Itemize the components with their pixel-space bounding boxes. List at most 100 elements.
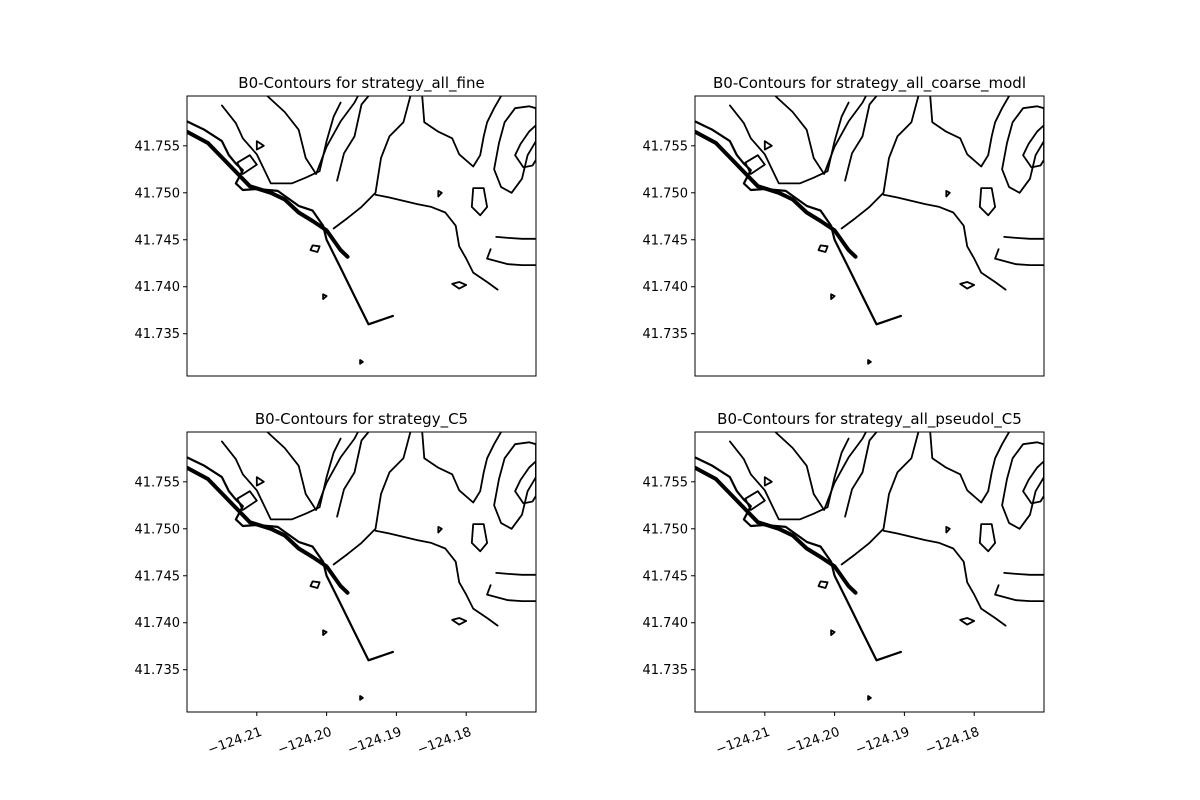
contour-line [266, 432, 359, 511]
contour-ring [359, 695, 364, 701]
subplot-title: B0-Contours for strategy_all_coarse_modl [713, 74, 1026, 93]
contour-line [1003, 236, 1044, 240]
y-tick-label: 41.755 [135, 139, 181, 154]
contour-line [882, 529, 1007, 627]
y-tick-label: 41.755 [135, 475, 181, 490]
contour-line [840, 432, 920, 566]
contour-line [187, 120, 394, 326]
contour-ring [830, 629, 836, 636]
contour-line [495, 572, 536, 576]
contour-ring [470, 187, 488, 217]
y-tick-label: 41.735 [643, 327, 689, 342]
subplot-title: B0-Contours for strategy_C5 [255, 410, 468, 429]
contour-ring [493, 441, 536, 530]
contour-ring [945, 190, 951, 198]
contour-line [421, 96, 502, 168]
contour-ring [744, 490, 766, 511]
contour-ring [763, 140, 773, 151]
y-tick-label: 41.755 [643, 475, 689, 490]
axes-frame [186, 95, 537, 377]
contour-line [266, 96, 359, 175]
contour-line [187, 129, 350, 259]
contour-ring [359, 359, 364, 365]
contour-ring [978, 187, 996, 217]
contour-lines [695, 96, 1044, 365]
contour-line [882, 193, 1007, 291]
contour-line [695, 120, 902, 326]
contour-ring [236, 154, 258, 175]
contour-ring [744, 154, 766, 175]
contour-ring [945, 526, 951, 534]
contour-line [486, 584, 536, 602]
contour-ring [1001, 105, 1044, 194]
contour-ring [1022, 460, 1044, 505]
y-tick-label: 41.745 [135, 233, 181, 248]
contour-line [929, 432, 1010, 504]
contour-line [774, 96, 867, 175]
y-tick-label: 41.735 [643, 663, 689, 678]
contour-ring [470, 523, 488, 553]
contour-ring [437, 526, 443, 534]
contour-line [374, 193, 499, 291]
contour-ring [437, 190, 443, 198]
y-tick-label: 41.740 [643, 616, 689, 631]
contour-ring [817, 244, 829, 253]
contour-line [336, 96, 370, 182]
subplot-2: B0-Contours for strategy_all_coarse_modl… [643, 74, 1045, 377]
contour-line [695, 456, 902, 662]
contour-line [187, 456, 394, 662]
contour-ring [493, 105, 536, 194]
contour-line [332, 432, 412, 566]
y-tick-label: 41.750 [643, 186, 689, 201]
contour-ring [867, 695, 872, 701]
contour-ring [255, 140, 265, 151]
contour-line [336, 432, 370, 518]
y-tick-label: 41.740 [135, 616, 181, 631]
contour-line [495, 236, 536, 240]
contour-line [840, 96, 920, 230]
y-tick-label: 41.755 [643, 139, 689, 154]
contour-line [695, 465, 858, 595]
contour-line [221, 101, 342, 185]
y-tick-label: 41.740 [643, 280, 689, 295]
y-tick-label: 41.750 [135, 522, 181, 537]
contour-ring [309, 580, 321, 589]
y-tick-label: 41.745 [643, 233, 689, 248]
contour-line [695, 129, 858, 259]
axes-frame [186, 431, 537, 713]
contour-ring [322, 293, 328, 300]
contour-ring [817, 580, 829, 589]
contour-line [844, 432, 878, 518]
contour-line [187, 465, 350, 595]
contour-line [1003, 572, 1044, 576]
contour-line [729, 437, 850, 521]
subplot-title: B0-Contours for strategy_all_fine [238, 74, 484, 93]
contour-ring [255, 476, 265, 487]
contour-line [994, 584, 1044, 602]
contour-ring [959, 281, 976, 290]
contour-lines [187, 96, 536, 365]
contour-ring [236, 490, 258, 511]
contour-line [844, 96, 878, 182]
contour-lines [695, 432, 1044, 701]
contour-ring [1001, 441, 1044, 530]
y-tick-label: 41.740 [135, 280, 181, 295]
y-tick-label: 41.745 [135, 569, 181, 584]
y-tick-label: 41.745 [643, 569, 689, 584]
contour-line [374, 529, 499, 627]
contour-ring [959, 617, 976, 626]
subplot-1: B0-Contours for strategy_all_fine 41.735 4… [135, 74, 537, 377]
contour-line [221, 437, 342, 521]
contour-ring [309, 244, 321, 253]
contour-ring [978, 523, 996, 553]
axes-frame [694, 95, 1045, 377]
contour-line [729, 101, 850, 185]
contour-lines [187, 432, 536, 701]
contour-ring [514, 460, 536, 505]
contour-line [774, 432, 867, 511]
subplot-title: B0-Contours for strategy_all_pseudol_C5 [717, 410, 1022, 429]
y-tick-label: 41.750 [135, 186, 181, 201]
y-tick-label: 41.735 [135, 327, 181, 342]
